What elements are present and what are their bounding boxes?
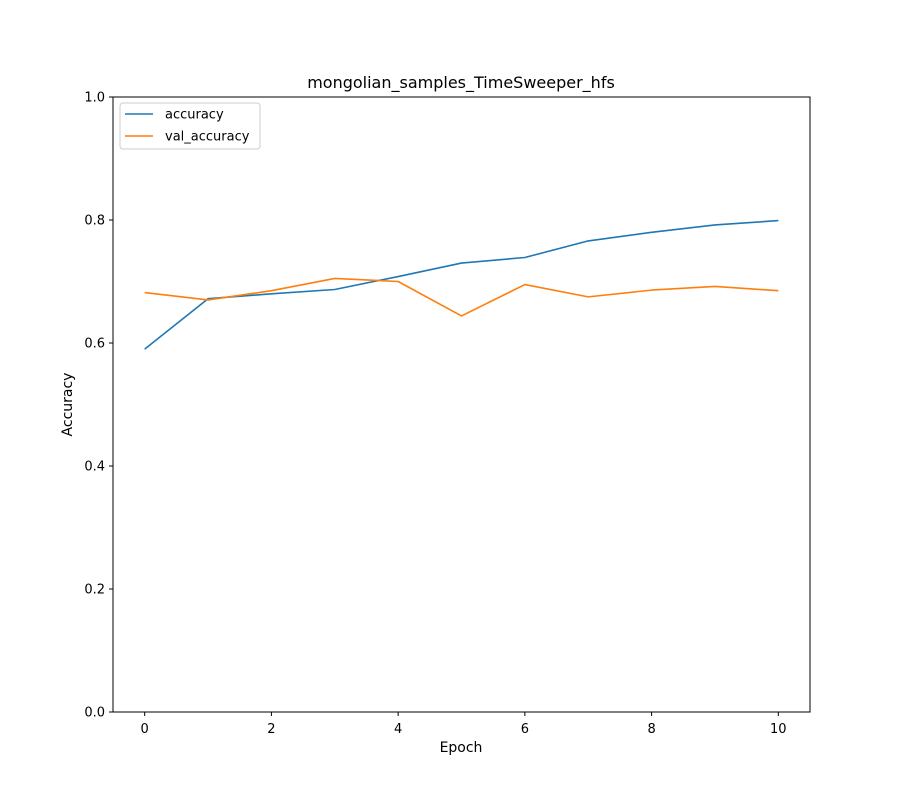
y-axis: 0.0 0.2 0.4 0.6 0.8 1.0 bbox=[84, 91, 113, 721]
plot-frame bbox=[112, 96, 811, 713]
y-tick-label: 0.8 bbox=[84, 214, 105, 229]
y-tick-label: 0.6 bbox=[84, 337, 105, 352]
series-line-val-accuracy bbox=[144, 277, 779, 317]
x-tick-label: 6 bbox=[521, 722, 529, 737]
legend-box bbox=[119, 102, 261, 150]
plot-area bbox=[144, 219, 779, 350]
legend-label: accuracy bbox=[165, 108, 224, 123]
chart-title: mongolian_samples_TimeSweeper_hfs bbox=[307, 73, 615, 93]
y-tick-label: 1.0 bbox=[84, 91, 105, 106]
y-axis-label: Accuracy bbox=[60, 373, 76, 437]
x-tick-label: 10 bbox=[770, 722, 787, 737]
legend: accuracy val_accuracy bbox=[119, 102, 261, 150]
x-tick-label: 8 bbox=[647, 722, 655, 737]
x-axis: 0 2 4 6 8 10 bbox=[141, 712, 787, 737]
series-line-accuracy bbox=[144, 219, 779, 350]
x-tick-label: 4 bbox=[394, 722, 402, 737]
x-tick-label: 2 bbox=[267, 722, 275, 737]
y-tick-label: 0.2 bbox=[84, 583, 105, 598]
legend-label: val_accuracy bbox=[165, 130, 250, 145]
x-axis-label: Epoch bbox=[440, 740, 483, 756]
x-tick-label: 0 bbox=[141, 722, 149, 737]
y-tick-label: 0.4 bbox=[84, 460, 105, 475]
y-tick-label: 0.0 bbox=[84, 706, 105, 721]
